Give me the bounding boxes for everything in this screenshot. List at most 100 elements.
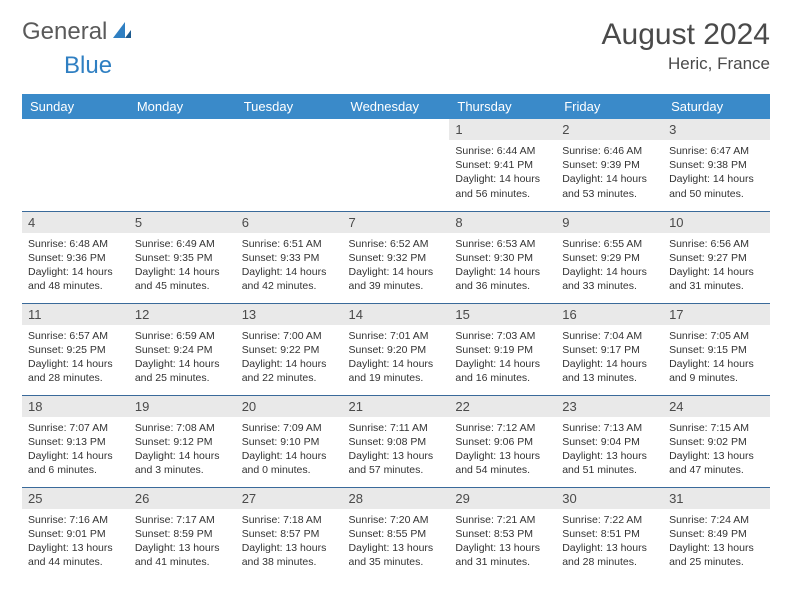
day-number: 23: [556, 396, 663, 417]
calendar-week-row: 18Sunrise: 7:07 AMSunset: 9:13 PMDayligh…: [22, 395, 770, 487]
weekday-header: Monday: [129, 94, 236, 119]
day-content: Sunrise: 7:08 AMSunset: 9:12 PMDaylight:…: [129, 417, 236, 482]
day-number: 7: [343, 212, 450, 233]
weekday-header: Wednesday: [343, 94, 450, 119]
day-content: Sunrise: 6:59 AMSunset: 9:24 PMDaylight:…: [129, 325, 236, 390]
calendar-day-cell: 28Sunrise: 7:20 AMSunset: 8:55 PMDayligh…: [343, 487, 450, 579]
day-content: Sunrise: 7:20 AMSunset: 8:55 PMDaylight:…: [343, 509, 450, 574]
day-number: 4: [22, 212, 129, 233]
location: Heric, France: [602, 54, 770, 74]
day-number: 17: [663, 304, 770, 325]
day-content: Sunrise: 7:12 AMSunset: 9:06 PMDaylight:…: [449, 417, 556, 482]
logo-text-blue: Blue: [64, 52, 112, 80]
calendar-day-cell: 12Sunrise: 6:59 AMSunset: 9:24 PMDayligh…: [129, 303, 236, 395]
day-content: Sunrise: 7:24 AMSunset: 8:49 PMDaylight:…: [663, 509, 770, 574]
day-number: 8: [449, 212, 556, 233]
calendar-day-cell: 27Sunrise: 7:18 AMSunset: 8:57 PMDayligh…: [236, 487, 343, 579]
calendar-day-cell: 26Sunrise: 7:17 AMSunset: 8:59 PMDayligh…: [129, 487, 236, 579]
day-number: 3: [663, 119, 770, 140]
calendar-day-cell: 24Sunrise: 7:15 AMSunset: 9:02 PMDayligh…: [663, 395, 770, 487]
day-number: 30: [556, 488, 663, 509]
day-number: 22: [449, 396, 556, 417]
day-content: Sunrise: 6:47 AMSunset: 9:38 PMDaylight:…: [663, 140, 770, 205]
day-content: Sunrise: 7:18 AMSunset: 8:57 PMDaylight:…: [236, 509, 343, 574]
weekday-header: Saturday: [663, 94, 770, 119]
day-number: 31: [663, 488, 770, 509]
calendar-day-cell: 14Sunrise: 7:01 AMSunset: 9:20 PMDayligh…: [343, 303, 450, 395]
weekday-header: Thursday: [449, 94, 556, 119]
day-content: Sunrise: 6:44 AMSunset: 9:41 PMDaylight:…: [449, 140, 556, 205]
day-content: Sunrise: 7:22 AMSunset: 8:51 PMDaylight:…: [556, 509, 663, 574]
day-number: 21: [343, 396, 450, 417]
calendar-day-cell: 3Sunrise: 6:47 AMSunset: 9:38 PMDaylight…: [663, 119, 770, 211]
day-content: Sunrise: 7:09 AMSunset: 9:10 PMDaylight:…: [236, 417, 343, 482]
calendar-week-row: 4Sunrise: 6:48 AMSunset: 9:36 PMDaylight…: [22, 211, 770, 303]
calendar-day-cell: 29Sunrise: 7:21 AMSunset: 8:53 PMDayligh…: [449, 487, 556, 579]
day-number: 15: [449, 304, 556, 325]
day-content: Sunrise: 6:51 AMSunset: 9:33 PMDaylight:…: [236, 233, 343, 298]
day-content: Sunrise: 7:07 AMSunset: 9:13 PMDaylight:…: [22, 417, 129, 482]
day-content: Sunrise: 7:04 AMSunset: 9:17 PMDaylight:…: [556, 325, 663, 390]
calendar-day-cell: 30Sunrise: 7:22 AMSunset: 8:51 PMDayligh…: [556, 487, 663, 579]
calendar-day-cell: 25Sunrise: 7:16 AMSunset: 9:01 PMDayligh…: [22, 487, 129, 579]
weekday-header: Sunday: [22, 94, 129, 119]
day-number: 25: [22, 488, 129, 509]
day-number: 2: [556, 119, 663, 140]
day-content: Sunrise: 7:17 AMSunset: 8:59 PMDaylight:…: [129, 509, 236, 574]
day-number: 6: [236, 212, 343, 233]
calendar-day-cell: [343, 119, 450, 211]
day-content: Sunrise: 6:57 AMSunset: 9:25 PMDaylight:…: [22, 325, 129, 390]
day-number: 12: [129, 304, 236, 325]
calendar-day-cell: [236, 119, 343, 211]
calendar-table: SundayMondayTuesdayWednesdayThursdayFrid…: [22, 94, 770, 579]
day-number: 27: [236, 488, 343, 509]
calendar-day-cell: 31Sunrise: 7:24 AMSunset: 8:49 PMDayligh…: [663, 487, 770, 579]
calendar-body: 1Sunrise: 6:44 AMSunset: 9:41 PMDaylight…: [22, 119, 770, 579]
day-content: Sunrise: 7:13 AMSunset: 9:04 PMDaylight:…: [556, 417, 663, 482]
day-number: 10: [663, 212, 770, 233]
day-content: Sunrise: 6:53 AMSunset: 9:30 PMDaylight:…: [449, 233, 556, 298]
day-content: Sunrise: 6:48 AMSunset: 9:36 PMDaylight:…: [22, 233, 129, 298]
day-number: 20: [236, 396, 343, 417]
calendar-day-cell: 22Sunrise: 7:12 AMSunset: 9:06 PMDayligh…: [449, 395, 556, 487]
day-number: 19: [129, 396, 236, 417]
day-number: 24: [663, 396, 770, 417]
calendar-day-cell: 18Sunrise: 7:07 AMSunset: 9:13 PMDayligh…: [22, 395, 129, 487]
calendar-day-cell: 6Sunrise: 6:51 AMSunset: 9:33 PMDaylight…: [236, 211, 343, 303]
day-content: Sunrise: 7:21 AMSunset: 8:53 PMDaylight:…: [449, 509, 556, 574]
day-content: Sunrise: 7:05 AMSunset: 9:15 PMDaylight:…: [663, 325, 770, 390]
calendar-week-row: 25Sunrise: 7:16 AMSunset: 9:01 PMDayligh…: [22, 487, 770, 579]
day-number: 1: [449, 119, 556, 140]
calendar-day-cell: 7Sunrise: 6:52 AMSunset: 9:32 PMDaylight…: [343, 211, 450, 303]
title-block: August 2024 Heric, France: [602, 18, 770, 74]
weekday-header: Tuesday: [236, 94, 343, 119]
calendar-day-cell: 23Sunrise: 7:13 AMSunset: 9:04 PMDayligh…: [556, 395, 663, 487]
logo-text-general: General: [22, 18, 107, 46]
calendar-day-cell: 2Sunrise: 6:46 AMSunset: 9:39 PMDaylight…: [556, 119, 663, 211]
day-content: Sunrise: 7:16 AMSunset: 9:01 PMDaylight:…: [22, 509, 129, 574]
calendar-week-row: 1Sunrise: 6:44 AMSunset: 9:41 PMDaylight…: [22, 119, 770, 211]
day-content: Sunrise: 7:01 AMSunset: 9:20 PMDaylight:…: [343, 325, 450, 390]
calendar-week-row: 11Sunrise: 6:57 AMSunset: 9:25 PMDayligh…: [22, 303, 770, 395]
calendar-day-cell: 1Sunrise: 6:44 AMSunset: 9:41 PMDaylight…: [449, 119, 556, 211]
day-content: Sunrise: 6:52 AMSunset: 9:32 PMDaylight:…: [343, 233, 450, 298]
day-content: Sunrise: 6:49 AMSunset: 9:35 PMDaylight:…: [129, 233, 236, 298]
calendar-day-cell: 5Sunrise: 6:49 AMSunset: 9:35 PMDaylight…: [129, 211, 236, 303]
day-content: Sunrise: 7:11 AMSunset: 9:08 PMDaylight:…: [343, 417, 450, 482]
weekday-header: Friday: [556, 94, 663, 119]
day-number: 5: [129, 212, 236, 233]
month-title: August 2024: [602, 18, 770, 52]
day-number: 16: [556, 304, 663, 325]
logo: General: [22, 18, 135, 46]
calendar-day-cell: 19Sunrise: 7:08 AMSunset: 9:12 PMDayligh…: [129, 395, 236, 487]
calendar-day-cell: 10Sunrise: 6:56 AMSunset: 9:27 PMDayligh…: [663, 211, 770, 303]
day-content: Sunrise: 7:15 AMSunset: 9:02 PMDaylight:…: [663, 417, 770, 482]
logo-sail-icon: [111, 20, 133, 45]
calendar-day-cell: [22, 119, 129, 211]
day-number: 18: [22, 396, 129, 417]
day-content: Sunrise: 6:56 AMSunset: 9:27 PMDaylight:…: [663, 233, 770, 298]
day-number: 11: [22, 304, 129, 325]
calendar-day-cell: 9Sunrise: 6:55 AMSunset: 9:29 PMDaylight…: [556, 211, 663, 303]
day-content: Sunrise: 6:46 AMSunset: 9:39 PMDaylight:…: [556, 140, 663, 205]
day-number: 29: [449, 488, 556, 509]
